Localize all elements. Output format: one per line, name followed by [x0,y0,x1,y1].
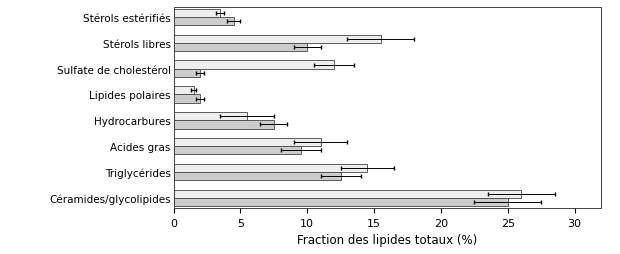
Bar [174,147,301,155]
Bar [174,10,220,18]
Bar [174,198,508,206]
Bar [174,69,200,77]
Bar [174,164,368,172]
Bar [174,138,321,147]
Bar [174,44,308,52]
Bar [174,61,334,69]
Bar [174,172,341,181]
Bar [174,190,521,198]
Bar [174,35,381,44]
Bar [174,95,200,103]
Bar [174,18,234,26]
Bar [174,113,247,121]
Bar [174,121,274,129]
X-axis label: Fraction des lipides totaux (%): Fraction des lipides totaux (%) [298,233,477,246]
Bar [174,87,193,95]
